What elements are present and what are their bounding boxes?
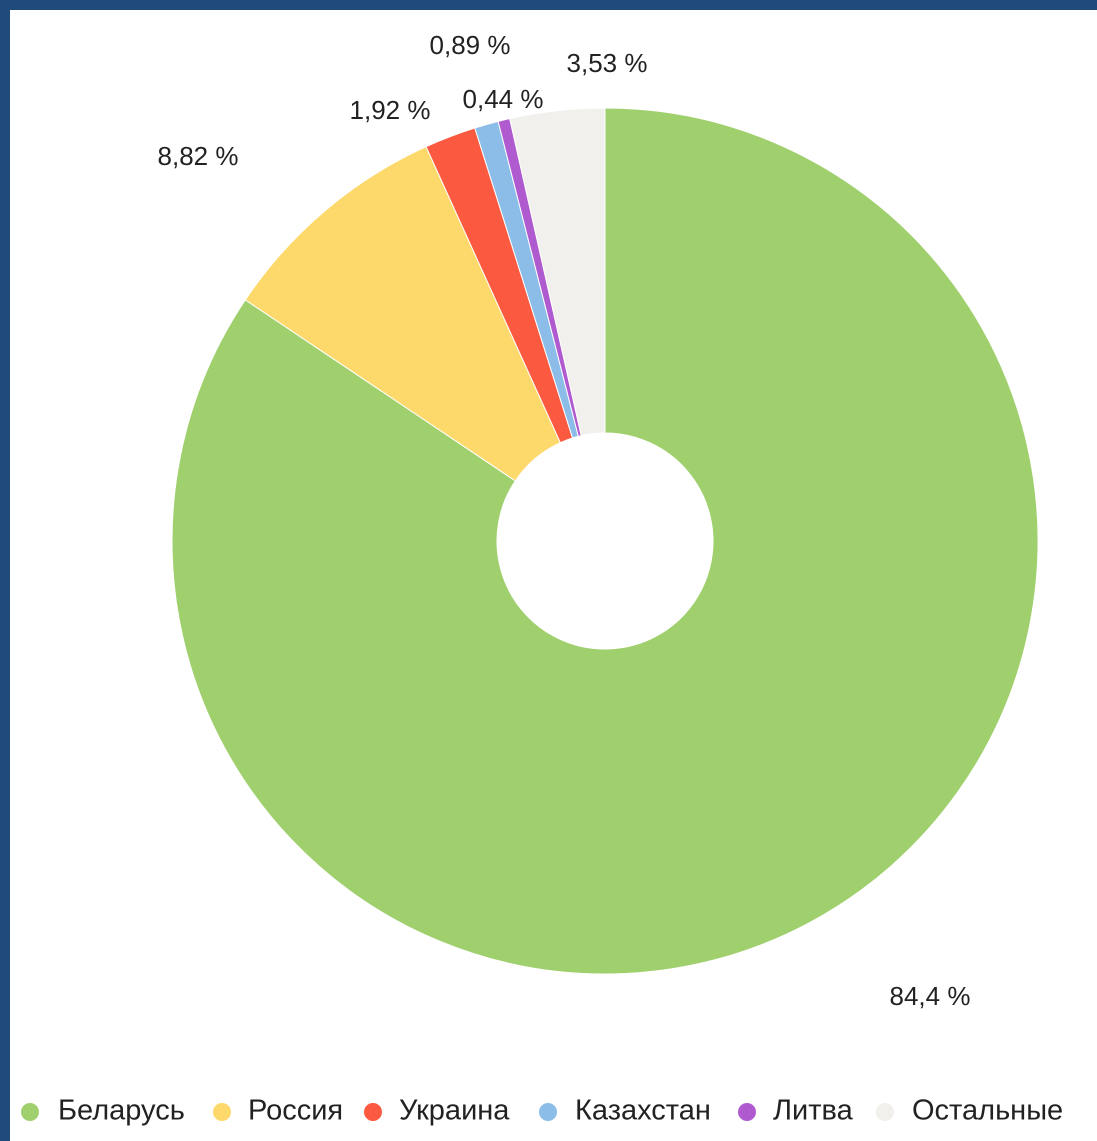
slice (244, 146, 562, 482)
legend-label: Россия (248, 1095, 343, 1127)
legend-dot (539, 1103, 557, 1121)
data-label: 8,82 % (158, 141, 239, 171)
data-label: 84,4 % (890, 981, 971, 1011)
legend-label: Беларусь (58, 1095, 185, 1127)
legend-dot (738, 1103, 756, 1121)
legend-dot (364, 1103, 382, 1121)
legend-label: Казахстан (575, 1095, 711, 1127)
legend-dot (876, 1103, 894, 1121)
legend-label: Украина (399, 1095, 510, 1127)
legend-label: Остальные (912, 1095, 1063, 1127)
legend-dot (21, 1103, 39, 1121)
data-label: 1,92 % (350, 95, 431, 125)
data-label: 3,53 % (567, 48, 648, 78)
legend-dot (213, 1103, 231, 1121)
slice (509, 107, 606, 437)
data-label: 0,44 % (463, 84, 544, 114)
slice (171, 107, 1039, 975)
legend-label: Литва (773, 1095, 854, 1127)
data-label: 0,89 % (430, 30, 511, 60)
